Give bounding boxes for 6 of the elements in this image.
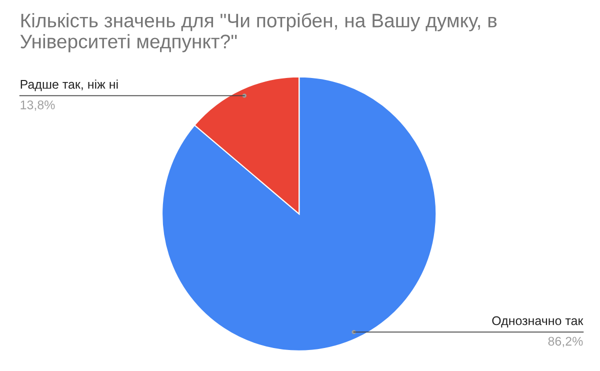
data-label: 13,8% bbox=[20, 100, 55, 111]
data-label: 86,2% bbox=[548, 336, 583, 348]
slice-label: Однозначно так bbox=[492, 316, 584, 328]
pie-slice bbox=[161, 76, 437, 352]
slice-label: Радше так, ніж ні bbox=[20, 80, 118, 92]
chart-title: Кількість значень для "Чи потрібен, на Вашу думку, в Університеті медпункт?" bbox=[20, 12, 497, 52]
